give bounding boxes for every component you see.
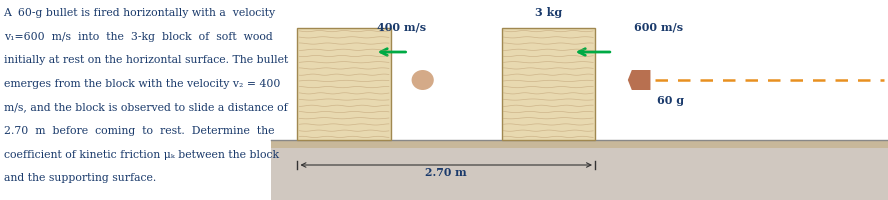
Text: 600 m/s: 600 m/s xyxy=(634,21,684,32)
Bar xyxy=(297,28,391,140)
Text: v₁=600  m/s  into  the  3-kg  block  of  soft  wood: v₁=600 m/s into the 3-kg block of soft w… xyxy=(4,32,273,42)
PathPatch shape xyxy=(628,70,650,90)
Text: initially at rest on the horizontal surface. The bullet: initially at rest on the horizontal surf… xyxy=(4,55,288,65)
Text: m/s, and the block is observed to slide a distance of: m/s, and the block is observed to slide … xyxy=(4,102,288,112)
Text: 2.70  m  before  coming  to  rest.  Determine  the: 2.70 m before coming to rest. Determine … xyxy=(4,126,274,136)
Bar xyxy=(502,28,595,140)
Text: emerges from the block with the velocity v₂ = 400: emerges from the block with the velocity… xyxy=(4,79,280,89)
Text: 60 g: 60 g xyxy=(657,95,684,106)
Text: 400 m/s: 400 m/s xyxy=(377,21,426,32)
Text: and the supporting surface.: and the supporting surface. xyxy=(4,173,155,183)
Bar xyxy=(271,140,888,148)
Ellipse shape xyxy=(411,70,433,90)
Bar xyxy=(271,148,888,200)
Text: 2.70 m: 2.70 m xyxy=(425,166,466,178)
Text: A  60-g bullet is fired horizontally with a  velocity: A 60-g bullet is fired horizontally with… xyxy=(4,8,275,18)
Text: coefficient of kinetic friction μₖ between the block: coefficient of kinetic friction μₖ betwe… xyxy=(4,150,279,160)
Text: 3 kg: 3 kg xyxy=(535,7,562,19)
